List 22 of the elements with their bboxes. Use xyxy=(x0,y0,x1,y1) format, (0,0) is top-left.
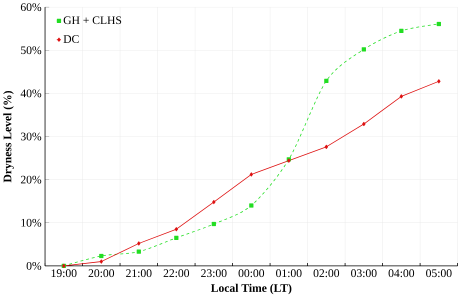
y-tick-label: 20% xyxy=(20,176,42,184)
x-tick-label: 22:00 xyxy=(164,270,190,278)
x-tick-label: 19:00 xyxy=(52,270,77,278)
y-axis-title: Dryness Level (%) xyxy=(3,91,14,183)
x-tick-label: 04:00 xyxy=(388,270,414,278)
y-tick-label: 50% xyxy=(21,46,42,54)
legend-label: DC xyxy=(64,35,79,44)
x-tick-label: 20:00 xyxy=(88,270,114,278)
x-tick-label: 05:00 xyxy=(426,270,452,278)
x-tick-label: 02:00 xyxy=(314,270,340,278)
y-tick-label: 0% xyxy=(26,262,42,270)
y-tick-label: 40% xyxy=(20,90,42,98)
x-tick-label: 03:00 xyxy=(351,270,377,278)
y-tick-label: 30% xyxy=(20,132,42,141)
x-tick-label: 23:00 xyxy=(201,270,227,278)
x-tick-label: 00:00 xyxy=(238,270,264,278)
y-tick-label: 10% xyxy=(21,219,42,227)
y-tick-label: 60% xyxy=(20,3,42,12)
x-tick-label: 01:00 xyxy=(276,270,302,278)
legend-label: GH + CLHS xyxy=(64,16,122,24)
x-axis-title: Local Time (LT) xyxy=(210,284,292,295)
x-tick-label: 21:00 xyxy=(126,270,152,278)
